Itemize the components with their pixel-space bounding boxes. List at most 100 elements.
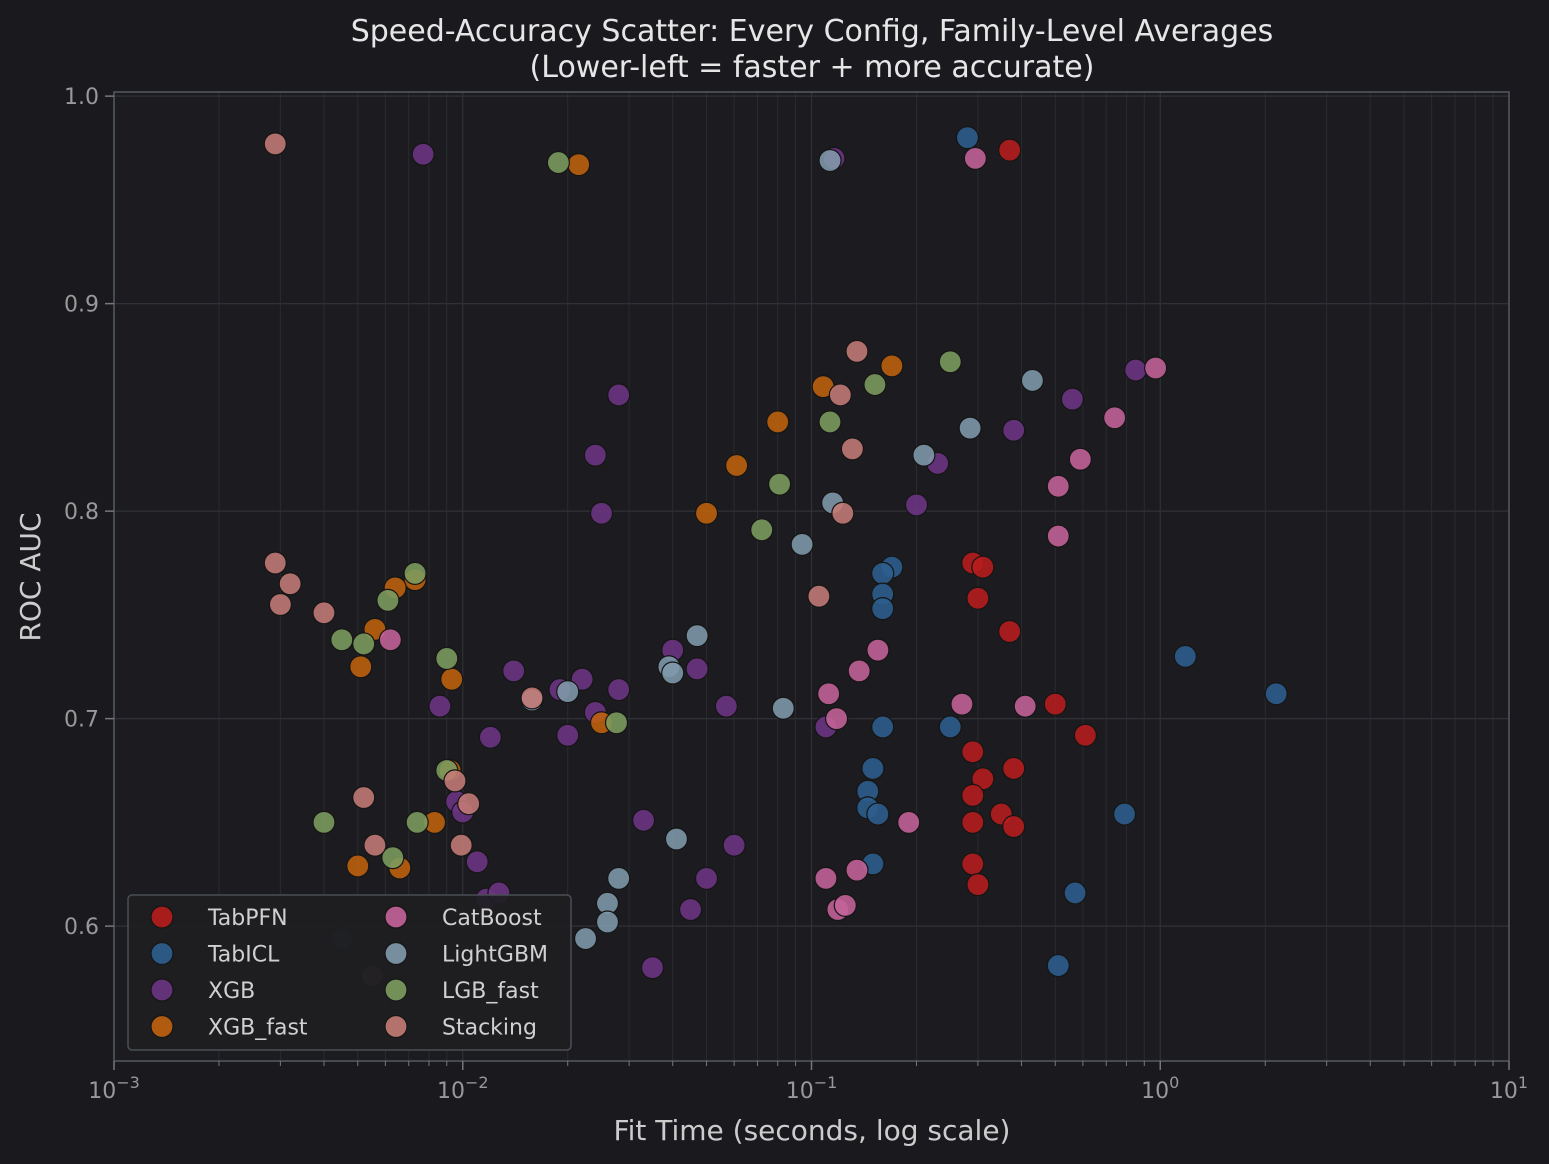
data-point <box>863 372 887 397</box>
data-point <box>349 655 373 679</box>
data-point <box>998 619 1022 644</box>
data-point <box>966 586 990 610</box>
data-point <box>866 802 890 826</box>
series-tabpfn <box>961 138 1097 897</box>
data-point <box>828 383 852 407</box>
data-point <box>1073 723 1097 747</box>
data-point <box>556 680 580 704</box>
chart-title: Speed-Accuracy Scatter: Every Config, Fa… <box>351 14 1274 49</box>
data-point <box>790 532 814 556</box>
legend-label: TabPFN <box>207 906 288 931</box>
data-point <box>556 723 580 747</box>
data-point <box>330 628 354 652</box>
data-point <box>1002 418 1026 442</box>
data-point <box>1173 644 1197 668</box>
legend-box <box>127 894 572 1051</box>
x-tick-label: 10−1 <box>786 1073 838 1104</box>
y-tick-label: 1.0 <box>64 85 99 110</box>
data-point <box>750 518 774 542</box>
legend-marker <box>384 978 408 1002</box>
data-point <box>845 339 869 363</box>
series-stacking <box>263 132 869 857</box>
data-point <box>589 501 614 525</box>
data-point <box>604 711 629 735</box>
legend-label: LGB_fast <box>442 979 539 1004</box>
data-point <box>1063 881 1087 905</box>
legend-label: TabICL <box>207 943 280 968</box>
data-point <box>1112 802 1137 826</box>
series-xgb-fast <box>346 153 904 880</box>
data-point <box>1264 682 1288 706</box>
x-tick-label: 100 <box>1141 1073 1179 1104</box>
data-point <box>376 588 400 612</box>
legend-marker <box>150 978 174 1002</box>
data-point <box>950 692 974 716</box>
data-point <box>1144 356 1168 380</box>
data-point <box>381 846 405 870</box>
data-point <box>378 628 402 652</box>
data-point <box>502 659 526 683</box>
data-point <box>278 572 302 596</box>
data-point <box>998 138 1022 162</box>
data-point <box>1068 447 1092 471</box>
data-point <box>866 638 890 662</box>
data-point <box>1002 814 1026 839</box>
data-point <box>435 646 459 671</box>
data-point <box>871 715 895 739</box>
data-point <box>767 472 792 496</box>
data-point <box>363 833 387 857</box>
data-point <box>607 677 631 702</box>
y-axis-label: ROC AUC <box>14 512 47 641</box>
data-point <box>440 667 464 691</box>
data-point <box>546 150 570 175</box>
series-tabicl <box>856 126 1288 978</box>
data-point <box>1103 406 1127 430</box>
data-point <box>817 682 841 706</box>
x-tick-label: 101 <box>1490 1073 1528 1104</box>
data-point <box>814 866 838 891</box>
data-point <box>861 756 885 781</box>
data-point <box>678 897 703 922</box>
data-point <box>961 852 985 876</box>
data-point <box>955 126 980 150</box>
data-point <box>428 694 452 718</box>
data-point <box>263 132 287 156</box>
data-point <box>912 443 936 467</box>
y-tick-label: 0.6 <box>64 915 99 940</box>
legend-label: Stacking <box>442 1016 537 1041</box>
data-point <box>1013 694 1037 718</box>
data-point <box>1046 474 1070 498</box>
data-point <box>904 493 929 517</box>
data-point <box>771 696 795 720</box>
data-point <box>971 555 995 579</box>
data-point <box>352 785 376 810</box>
data-point <box>465 850 489 874</box>
series-catboost <box>378 146 1168 922</box>
data-point <box>411 142 435 166</box>
data-point <box>938 715 962 739</box>
data-point <box>958 416 982 440</box>
data-point <box>403 561 427 585</box>
data-point <box>520 686 544 710</box>
data-point <box>664 827 689 851</box>
data-point <box>631 808 656 832</box>
y-tick-label: 0.9 <box>64 293 99 318</box>
data-point <box>352 632 376 656</box>
legend-marker <box>150 941 174 966</box>
data-point <box>1046 953 1070 978</box>
data-point <box>595 910 620 934</box>
data-point <box>963 146 987 170</box>
data-point <box>831 501 855 525</box>
y-axis-ticks: 0.6 0.7 0.8 0.9 1.0 <box>64 85 114 940</box>
chart-subtitle: (Lower-left = faster + more accurate) <box>530 50 1095 85</box>
y-tick-label: 0.8 <box>64 500 99 525</box>
x-axis-ticks: 10−3 10−2 10−1 100 101 <box>88 1061 1528 1104</box>
data-points <box>263 126 1288 988</box>
data-point <box>966 873 990 897</box>
x-axis-label: Fit Time (seconds, log scale) <box>614 1114 1011 1147</box>
x-tick-label: 10−3 <box>88 1073 140 1104</box>
y-tick-label: 0.7 <box>64 708 99 733</box>
data-point <box>1043 692 1067 716</box>
series-lgb-fast <box>312 150 962 870</box>
data-point <box>961 810 985 834</box>
